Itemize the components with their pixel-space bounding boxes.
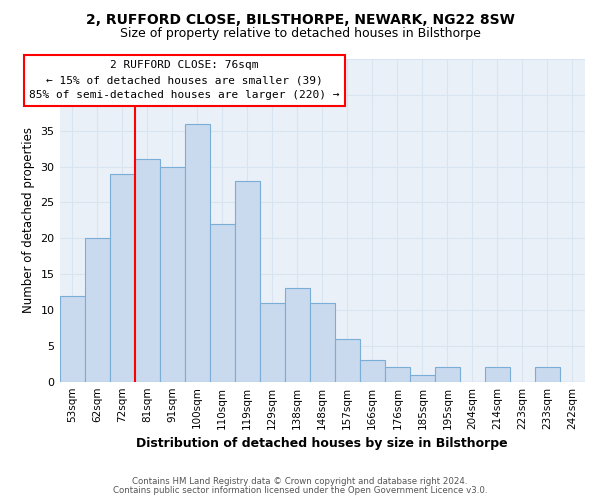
Text: 2, RUFFORD CLOSE, BILSTHORPE, NEWARK, NG22 8SW: 2, RUFFORD CLOSE, BILSTHORPE, NEWARK, NG… — [86, 12, 514, 26]
Bar — [235, 181, 260, 382]
Text: Contains public sector information licensed under the Open Government Licence v3: Contains public sector information licen… — [113, 486, 487, 495]
Bar — [485, 368, 510, 382]
Y-axis label: Number of detached properties: Number of detached properties — [22, 128, 35, 314]
Bar — [435, 368, 460, 382]
Bar — [285, 288, 310, 382]
X-axis label: Distribution of detached houses by size in Bilsthorpe: Distribution of detached houses by size … — [136, 437, 508, 450]
Bar — [209, 224, 235, 382]
Text: Size of property relative to detached houses in Bilsthorpe: Size of property relative to detached ho… — [119, 28, 481, 40]
Bar — [310, 303, 335, 382]
Bar — [134, 160, 160, 382]
Bar — [185, 124, 209, 382]
Bar — [260, 303, 285, 382]
Text: 2 RUFFORD CLOSE: 76sqm
← 15% of detached houses are smaller (39)
85% of semi-det: 2 RUFFORD CLOSE: 76sqm ← 15% of detached… — [29, 60, 340, 100]
Bar — [110, 174, 134, 382]
Bar — [160, 166, 185, 382]
Bar — [360, 360, 385, 382]
Bar — [85, 238, 110, 382]
Bar — [535, 368, 560, 382]
Text: Contains HM Land Registry data © Crown copyright and database right 2024.: Contains HM Land Registry data © Crown c… — [132, 477, 468, 486]
Bar — [335, 338, 360, 382]
Bar — [385, 368, 410, 382]
Bar — [410, 374, 435, 382]
Bar — [59, 296, 85, 382]
